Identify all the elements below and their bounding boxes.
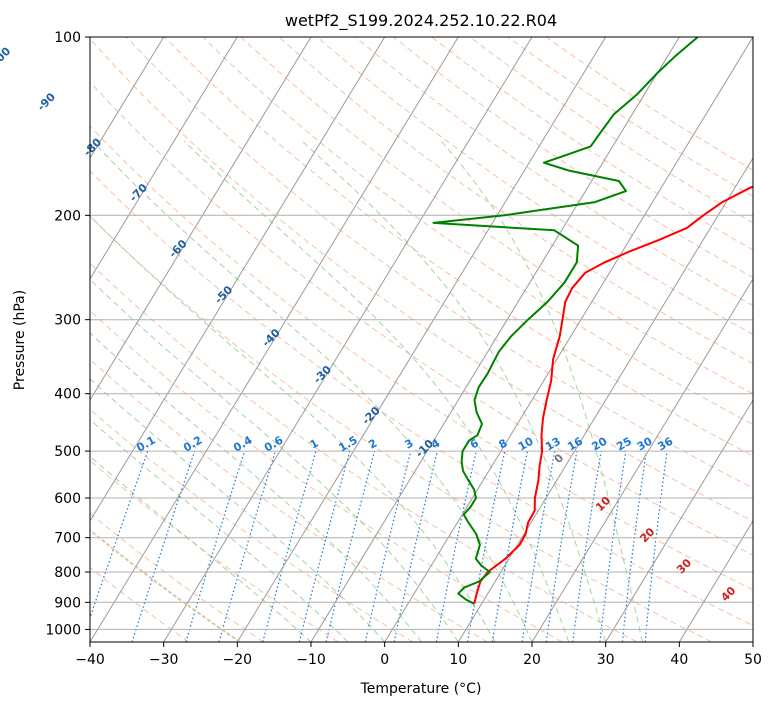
mixing-ratio-line xyxy=(572,450,602,642)
dry-adiabat xyxy=(90,512,264,642)
y-tick-label: 600 xyxy=(54,491,81,507)
mixing-ratio-line xyxy=(90,450,149,620)
x-tick-label: −40 xyxy=(75,652,105,668)
x-tick-label: 50 xyxy=(744,652,762,668)
isotherm xyxy=(384,37,753,642)
y-tick-label: 400 xyxy=(54,387,81,403)
x-tick-label: 30 xyxy=(597,652,615,668)
y-tick-label: 200 xyxy=(54,208,81,224)
dry-adiabat xyxy=(90,566,190,642)
mixing-ratio-line xyxy=(599,451,627,642)
mixing-ratio-line xyxy=(131,450,196,642)
dry-adiabat xyxy=(240,37,753,395)
plot-frame xyxy=(89,36,754,643)
moist-adiabat xyxy=(90,418,349,642)
mixing-ratio-line xyxy=(218,450,276,642)
x-tick-label: −30 xyxy=(149,652,179,668)
isotherm xyxy=(90,37,238,280)
isotherm xyxy=(605,399,753,642)
dewpoint-profile xyxy=(432,37,699,605)
mixing-ratio-line xyxy=(298,450,351,642)
mixing-ratio-line xyxy=(545,450,578,642)
isotherm xyxy=(752,641,753,642)
y-tick-label: 800 xyxy=(54,565,81,581)
dry-adiabat xyxy=(355,37,753,307)
isotherm xyxy=(90,37,459,642)
dry-adiabat xyxy=(278,37,753,365)
y-tick-label: 1000 xyxy=(45,622,81,638)
dry-adiabat xyxy=(90,309,563,642)
isotherm xyxy=(531,278,753,642)
mixing-ratio-line xyxy=(644,451,668,642)
dry-adiabat xyxy=(90,262,638,642)
mixing-ratio-line xyxy=(262,450,317,642)
isotherm xyxy=(457,157,753,642)
isotherm xyxy=(236,37,607,642)
mixing-ratio-line xyxy=(325,450,376,642)
y-axis-label: Pressure (hPa) xyxy=(12,290,28,390)
x-axis-label: Temperature (°C) xyxy=(360,681,482,697)
isotherm xyxy=(90,37,165,159)
x-tick-label: 20 xyxy=(523,652,541,668)
isotherm-label: -90 xyxy=(35,90,58,113)
series-layer xyxy=(432,37,753,605)
x-tick-label: 10 xyxy=(449,652,467,668)
mixing-ratio-line xyxy=(364,450,412,642)
y-tick-label: 300 xyxy=(54,313,81,329)
dry-adiabat xyxy=(90,170,753,627)
dry-adiabat xyxy=(202,37,753,426)
isotherm xyxy=(163,37,533,642)
moist-adiabat xyxy=(90,455,312,642)
y-tick-label: 900 xyxy=(54,595,81,611)
reference-adiabat xyxy=(90,528,241,642)
isotherm xyxy=(678,520,753,642)
mixing-ratio-line xyxy=(621,451,647,642)
y-axis-ticks: 100 200 300 400 500 600 700 800 900 1000 xyxy=(45,30,90,638)
y-tick-label: 700 xyxy=(54,531,81,547)
chart-title: wetPf2_S199.2024.252.10.22.R04 xyxy=(285,11,557,31)
mixing-ratio-line xyxy=(185,450,246,642)
dry-adiabat xyxy=(90,358,488,642)
moist-adiabat xyxy=(90,332,422,642)
x-axis-ticks: −40 −30 −20 −10 0 10 20 30 40 50 xyxy=(75,642,762,668)
isotherm-label: -100 xyxy=(0,44,13,73)
y-tick-label: 100 xyxy=(54,30,81,46)
dry-adiabat xyxy=(90,215,712,642)
x-tick-label: −10 xyxy=(296,652,326,668)
isotherm xyxy=(90,37,386,522)
dry-adiabat xyxy=(90,125,753,591)
isotherm xyxy=(90,37,312,401)
y-tick-label: 500 xyxy=(54,444,81,460)
x-tick-label: −20 xyxy=(223,652,253,668)
isotherm xyxy=(310,37,680,642)
temperature-profile xyxy=(473,185,753,605)
x-tick-label: 40 xyxy=(670,652,688,668)
x-tick-label: 0 xyxy=(380,652,389,668)
